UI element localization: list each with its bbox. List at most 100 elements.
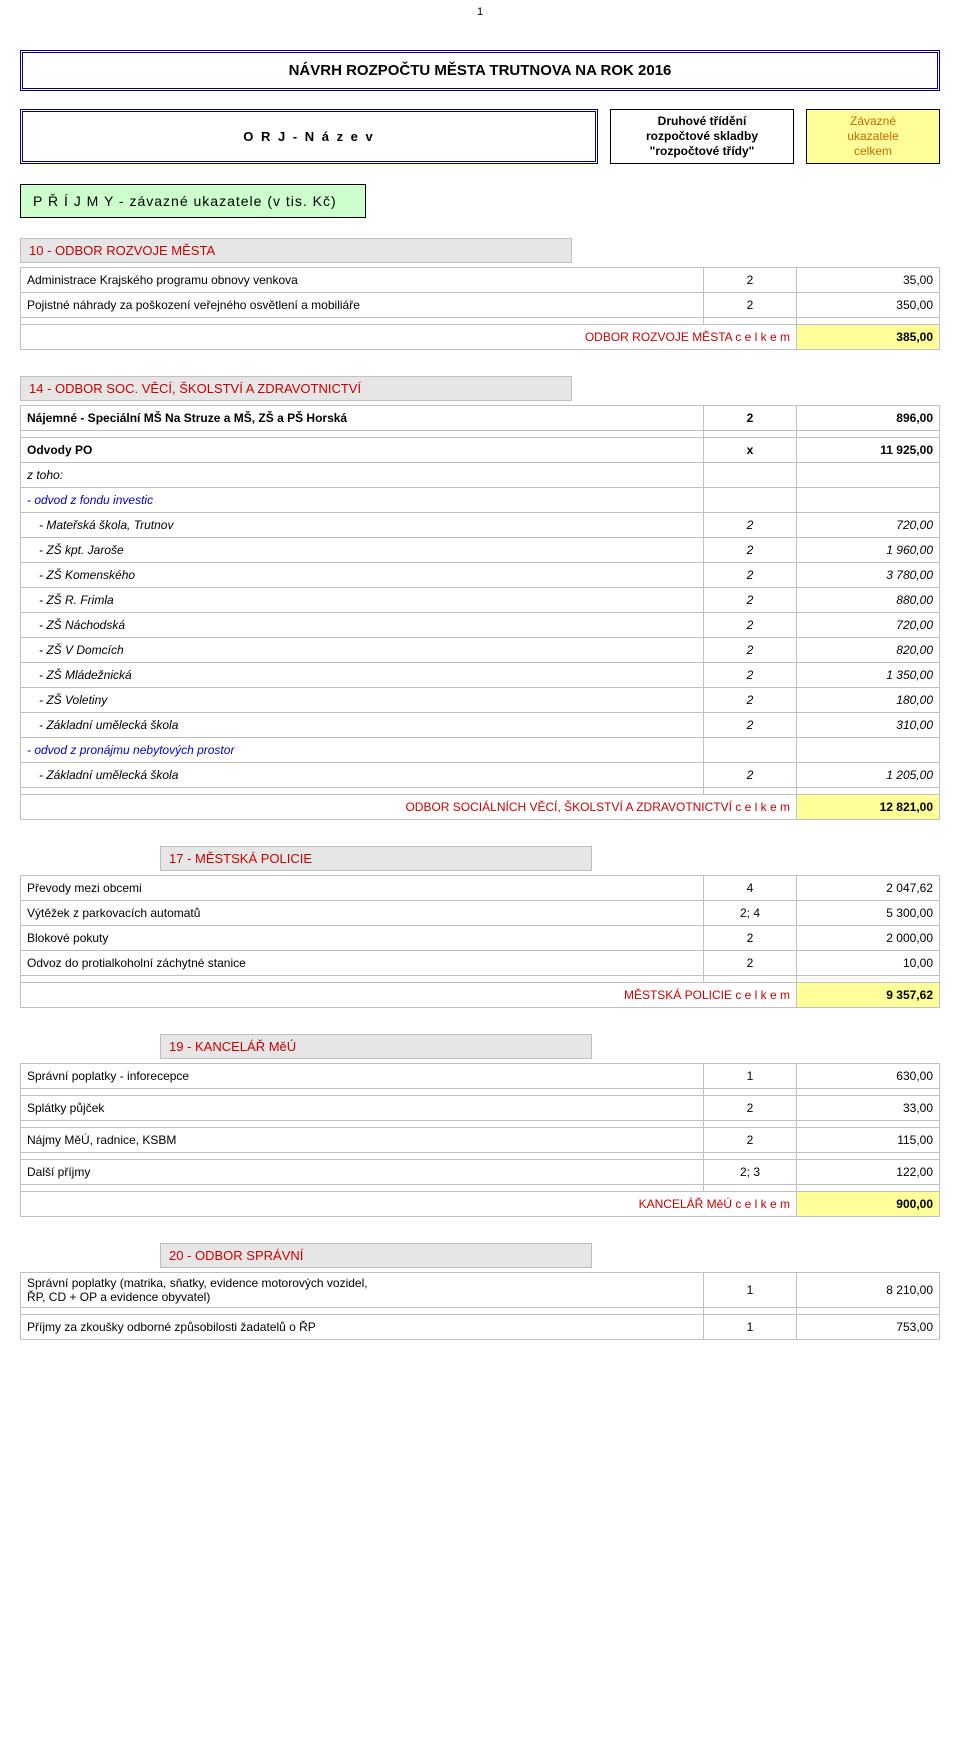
row-mid	[704, 738, 797, 763]
spacer-row	[21, 788, 940, 795]
row-label: Odvoz do protialkoholní záchytné stanice	[21, 951, 704, 976]
row-val	[797, 463, 940, 488]
row-val: 2 000,00	[797, 926, 940, 951]
row-mid	[704, 463, 797, 488]
row-label: - ZŠ V Domcích	[21, 638, 704, 663]
section-19-table: Správní poplatky - inforecepce1630,00 Sp…	[20, 1063, 940, 1217]
row-val: 1 960,00	[797, 538, 940, 563]
row-val: 630,00	[797, 1064, 940, 1089]
row-label: Správní poplatky - inforecepce	[21, 1064, 704, 1089]
row-val: 11 925,00	[797, 438, 940, 463]
table-row: Odvoz do protialkoholní záchytné stanice…	[21, 951, 940, 976]
section-19: 19 - KANCELÁŘ MěÚ Správní poplatky - inf…	[20, 1034, 940, 1217]
table-row: - Základní umělecká škola21 205,00	[21, 763, 940, 788]
row-val	[797, 738, 940, 763]
spacer-row	[21, 318, 940, 325]
spacer-row	[21, 1185, 940, 1192]
row-label: - Základní umělecká škola	[21, 763, 704, 788]
total-label: MĚSTSKÁ POLICIE c e l k e m	[21, 983, 797, 1008]
row-label: - ZŠ Voletiny	[21, 688, 704, 713]
row-mid: 2	[704, 268, 797, 293]
row-val: 115,00	[797, 1128, 940, 1153]
header-druh-l1: Druhové třídění	[617, 114, 787, 129]
row-val: 10,00	[797, 951, 940, 976]
row-mid: 2	[704, 926, 797, 951]
row-mid: 2	[704, 1096, 797, 1121]
row-label: - odvod z pronájmu nebytových prostor	[21, 738, 704, 763]
total-row: ODBOR ROZVOJE MĚSTA c e l k e m 385,00	[21, 325, 940, 350]
row-label-l1: Správní poplatky (matrika, sňatky, evide…	[27, 1276, 697, 1290]
section-10-table: Administrace Krajského programu obnovy v…	[20, 267, 940, 350]
main-title-box: NÁVRH ROZPOČTU MĚSTA TRUTNOVA NA ROK 201…	[20, 50, 940, 91]
table-row: - ZŠ Mládežnická21 350,00	[21, 663, 940, 688]
row-mid: 2	[704, 588, 797, 613]
row-mid: 2; 4	[704, 901, 797, 926]
row-mid: 4	[704, 876, 797, 901]
row-val: 1 205,00	[797, 763, 940, 788]
row-val: 310,00	[797, 713, 940, 738]
page-number: 1	[477, 6, 483, 18]
table-row: Splátky půjček233,00	[21, 1096, 940, 1121]
row-val: 720,00	[797, 513, 940, 538]
row-label: - ZŠ Komenského	[21, 563, 704, 588]
row-label: Odvody PO	[21, 438, 704, 463]
row-val: 5 300,00	[797, 901, 940, 926]
row-val: 180,00	[797, 688, 940, 713]
row-mid: 2	[704, 538, 797, 563]
table-row: - Základní umělecká škola2310,00	[21, 713, 940, 738]
row-val: 122,00	[797, 1160, 940, 1185]
section-14: 14 - ODBOR SOC. VĚCÍ, ŠKOLSTVÍ A ZDRAVOT…	[20, 376, 940, 820]
table-row: Pojistné náhrady za poškození veřejného …	[21, 293, 940, 318]
row-mid: 2	[704, 663, 797, 688]
section-10: 10 - ODBOR ROZVOJE MĚSTA Administrace Kr…	[20, 238, 940, 350]
total-row: MĚSTSKÁ POLICIE c e l k e m 9 357,62	[21, 983, 940, 1008]
table-row: - odvod z pronájmu nebytových prostor	[21, 738, 940, 763]
row-label: Blokové pokuty	[21, 926, 704, 951]
row-label: Nájmy MěÚ, radnice, KSBM	[21, 1128, 704, 1153]
row-label: Příjmy za zkoušky odborné způsobilosti ž…	[21, 1315, 704, 1340]
table-row: Nájemné - Speciální MŠ Na Struze a MŠ, Z…	[21, 406, 940, 431]
header-zav-l2: ukazatele	[813, 129, 933, 144]
row-mid: 2	[704, 613, 797, 638]
row-label: Převody mezi obcemi	[21, 876, 704, 901]
row-label: - ZŠ kpt. Jaroše	[21, 538, 704, 563]
row-mid: 2	[704, 713, 797, 738]
section-20: 20 - ODBOR SPRÁVNÍ Správní poplatky (mat…	[20, 1243, 940, 1340]
row-val: 820,00	[797, 638, 940, 663]
row-val: 753,00	[797, 1315, 940, 1340]
table-row: - ZŠ R. Frimla2880,00	[21, 588, 940, 613]
spacer-row	[21, 1153, 940, 1160]
table-row: Nájmy MěÚ, radnice, KSBM2115,00	[21, 1128, 940, 1153]
section-20-table: Správní poplatky (matrika, sňatky, evide…	[20, 1272, 940, 1340]
table-row: - ZŠ Voletiny2180,00	[21, 688, 940, 713]
table-row: Příjmy za zkoušky odborné způsobilosti ž…	[21, 1315, 940, 1340]
row-mid: 2	[704, 513, 797, 538]
table-row: - Mateřská škola, Trutnov2720,00	[21, 513, 940, 538]
spacer-row	[21, 1121, 940, 1128]
row-label: Administrace Krajského programu obnovy v…	[21, 268, 704, 293]
table-row: Správní poplatky - inforecepce1630,00	[21, 1064, 940, 1089]
row-label: - ZŠ Náchodská	[21, 613, 704, 638]
row-mid: x	[704, 438, 797, 463]
header-druh-l2: rozpočtové skladby	[617, 129, 787, 144]
table-row: Další příjmy2; 3122,00	[21, 1160, 940, 1185]
row-label: - Mateřská škola, Trutnov	[21, 513, 704, 538]
row-mid: 2	[704, 688, 797, 713]
row-val: 2 047,62	[797, 876, 940, 901]
row-val: 33,00	[797, 1096, 940, 1121]
row-label: Splátky půjček	[21, 1096, 704, 1121]
row-label: Správní poplatky (matrika, sňatky, evide…	[21, 1273, 704, 1308]
total-label: KANCELÁŘ MěÚ c e l k e m	[21, 1192, 797, 1217]
main-title: NÁVRH ROZPOČTU MĚSTA TRUTNOVA NA ROK 201…	[26, 56, 934, 85]
row-mid: 2	[704, 1128, 797, 1153]
row-label: - Základní umělecká škola	[21, 713, 704, 738]
header-zav-l3: celkem	[813, 144, 933, 159]
row-val: 1 350,00	[797, 663, 940, 688]
row-val: 350,00	[797, 293, 940, 318]
row-mid: 1	[704, 1315, 797, 1340]
table-row: - ZŠ kpt. Jaroše21 960,00	[21, 538, 940, 563]
row-label: - ZŠ Mládežnická	[21, 663, 704, 688]
row-val: 896,00	[797, 406, 940, 431]
row-label: - odvod z fondu investic	[21, 488, 704, 513]
total-val: 900,00	[797, 1192, 940, 1217]
